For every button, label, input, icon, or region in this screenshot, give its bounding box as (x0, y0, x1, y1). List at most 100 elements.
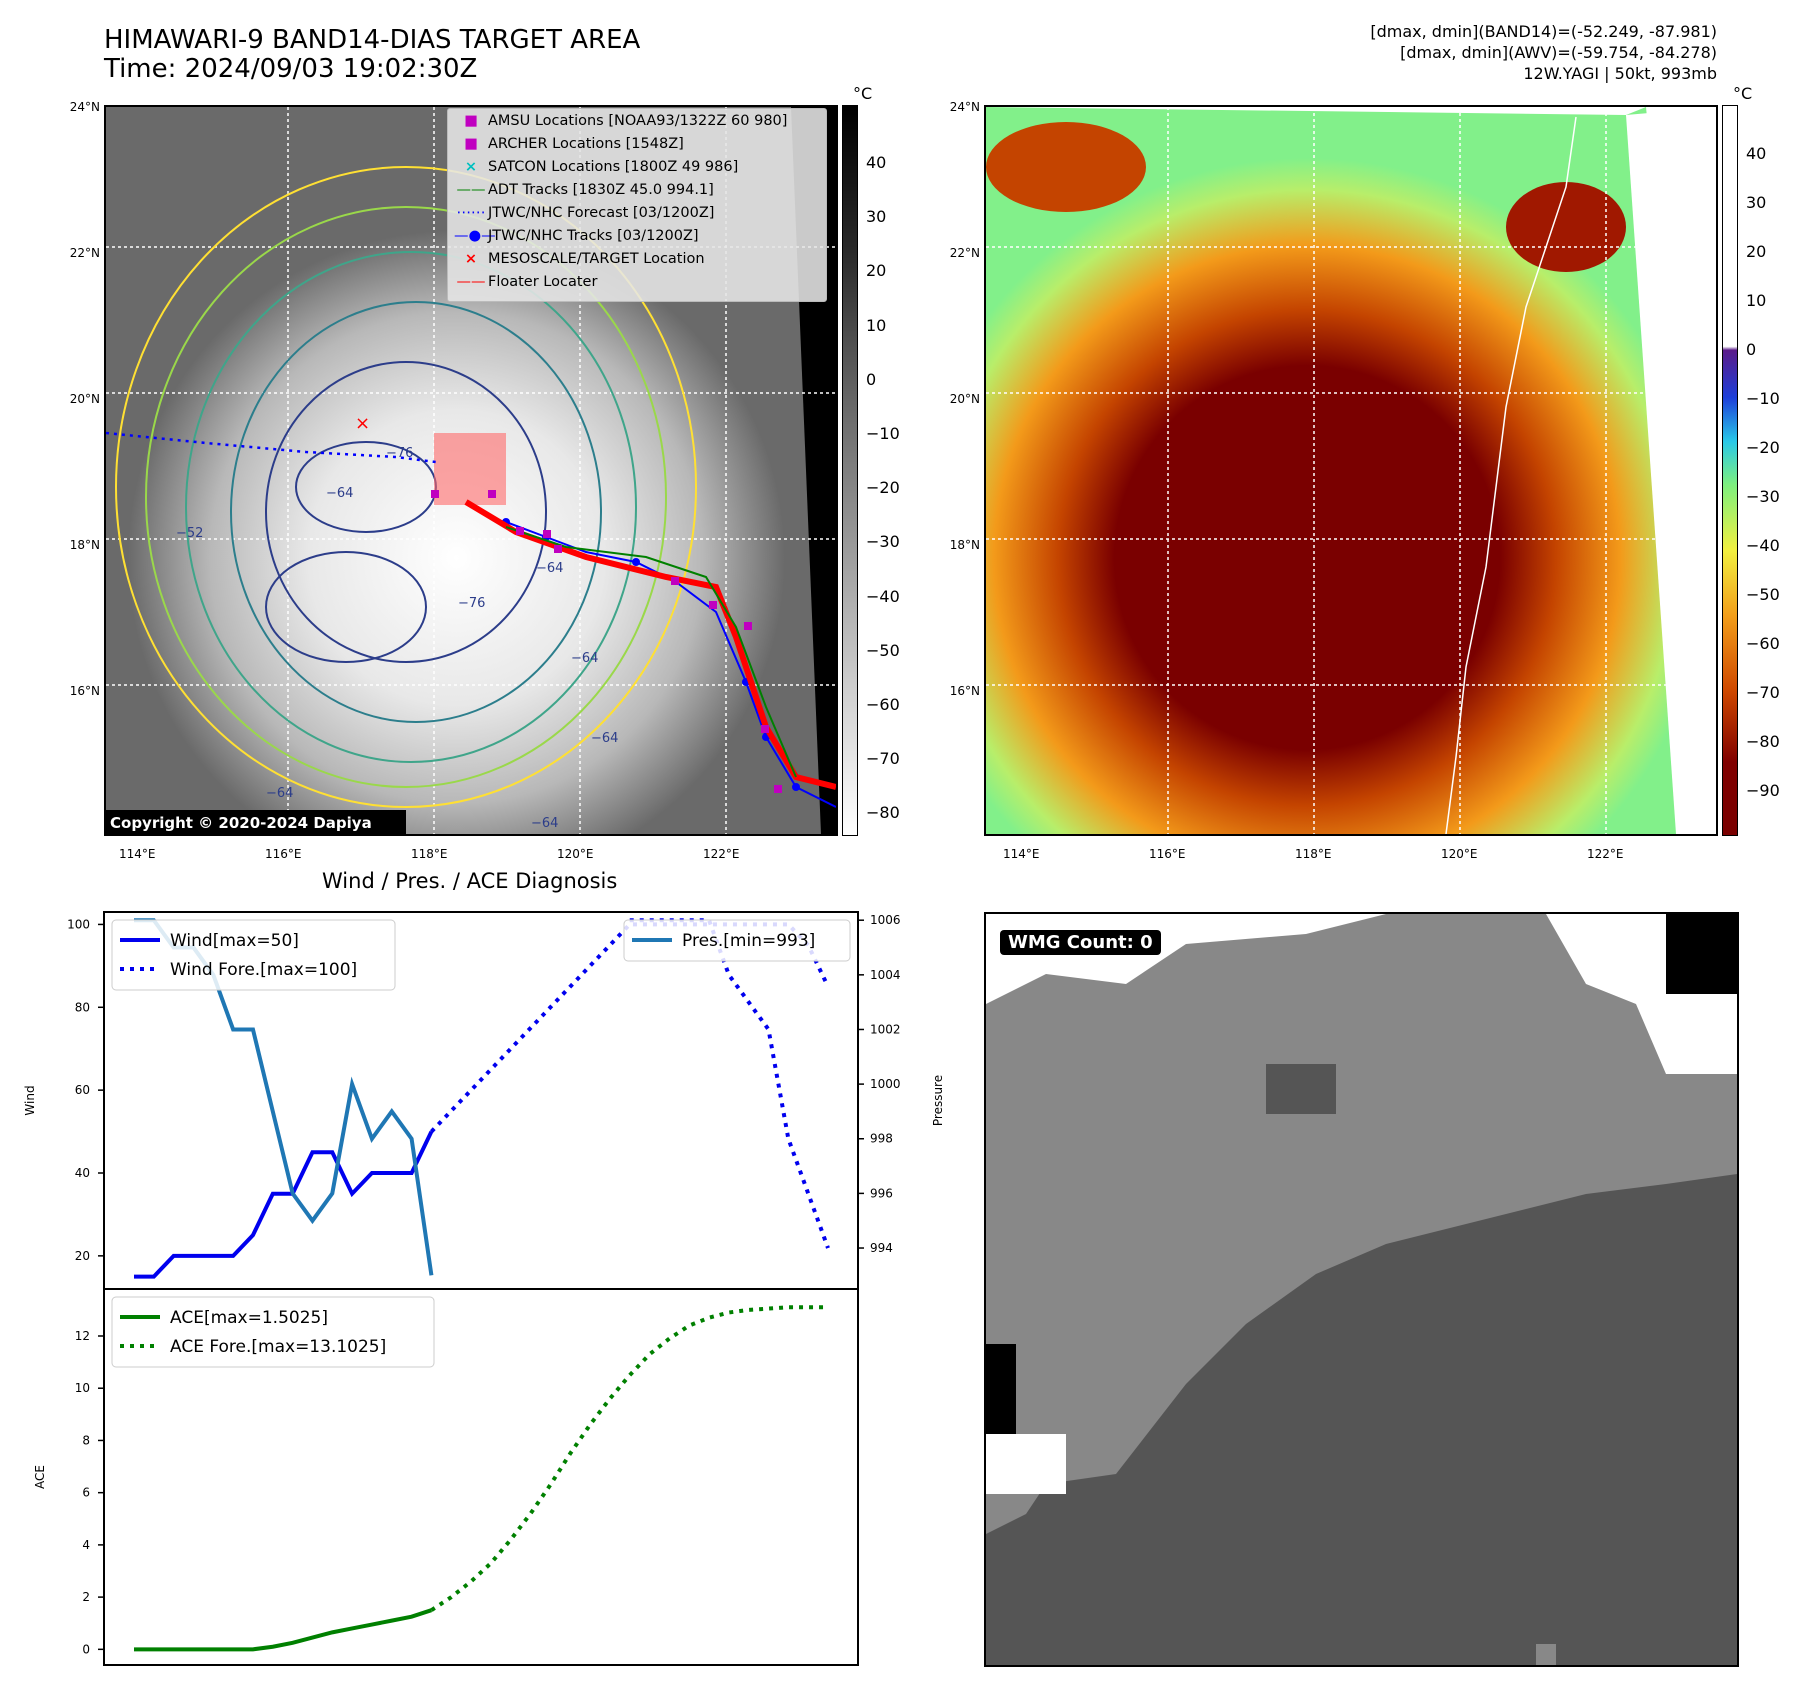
band14-range: [dmax, dmin](BAND14)=(-52.249, -87.981) (1370, 22, 1717, 41)
adt-track (505, 526, 797, 778)
lon-label: 116°E (265, 847, 302, 861)
legend-symbol-icon: —●— (454, 228, 496, 244)
lon-label: 116°E (1149, 847, 1186, 861)
target-location-marker: × (355, 413, 370, 434)
y-tick-label: 40 (75, 1166, 90, 1180)
y-axis-label: Wind (23, 1085, 37, 1115)
lat-label: 24°N (949, 100, 980, 114)
chart-legend (111, 919, 396, 991)
legend-item: × SATCON Locations [1800Z 49 986] (454, 159, 738, 175)
contour-label: −64 (266, 786, 293, 801)
ace-chart-frame (103, 1288, 859, 1666)
colorbar-tick-label: −30 (1746, 487, 1780, 506)
lat-label: 20°N (949, 392, 980, 406)
y-right-tick-label: 1000 (870, 1077, 901, 1091)
wmg-image (986, 914, 1737, 1665)
y-right-tick-label: 1004 (870, 968, 901, 982)
wmg-count-badge: WMG Count: 0 (1000, 930, 1161, 955)
colorbar-tick-label: −20 (866, 478, 900, 498)
y-tick-label: 12 (75, 1329, 90, 1343)
legend-label: JTWC/NHC Tracks [03/1200Z] (488, 228, 699, 244)
y-tick-label: 20 (75, 1249, 90, 1263)
awv-colorbar-unit: °C (1733, 84, 1753, 103)
chart-legend (111, 1296, 435, 1368)
contour-label: −64 (536, 561, 563, 576)
legend-symbol-icon: × (464, 251, 478, 267)
legend-label: Pres.[min=993] (682, 931, 815, 951)
colorbar-tick-label: −30 (866, 532, 900, 552)
series-line (134, 1130, 434, 1279)
colorbar-tick-label: 30 (866, 207, 887, 227)
ir-map-panel: −76 −64 −64 −64 −64 −76 −64 −52 −64 (104, 105, 838, 836)
awv-graticule (986, 107, 1716, 834)
awv-colorbar (1722, 105, 1738, 836)
ace-axis-label: ACE (33, 1465, 47, 1489)
colorbar-tick-label: −60 (1746, 634, 1780, 653)
y-tick-label: 10 (75, 1381, 90, 1395)
colorbar-tick-label: −20 (1746, 438, 1780, 457)
lon-label: 122°E (703, 847, 740, 861)
colorbar-tick-label: 10 (1746, 291, 1767, 310)
colorbar-tick-label: 30 (1746, 193, 1767, 212)
legend-item: —— Floater Locater (454, 274, 598, 290)
wmg-panel: WMG Count: 0 (984, 912, 1739, 1667)
y-right-tick-label: 994 (870, 1241, 893, 1255)
colorbar-tick-label: −70 (866, 749, 900, 769)
colorbar-tick-label: 0 (866, 369, 877, 389)
y-right-axis-label: Pressure (931, 1075, 945, 1126)
series-line (134, 1608, 433, 1652)
y-right-tick-label: 1002 (870, 1022, 901, 1036)
colorbar-tick-label: −50 (866, 640, 900, 660)
diagnosis-title: Wind / Pres. / ACE Diagnosis (322, 869, 618, 893)
legend-label: Floater Locater (488, 274, 598, 290)
ir-colorbar (842, 105, 858, 836)
y-right-tick-label: 998 (870, 1132, 893, 1146)
legend-label: ACE[max=1.5025] (170, 1308, 328, 1328)
contour-label: −52 (176, 526, 203, 541)
legend-label: MESOSCALE/TARGET Location (488, 251, 705, 267)
colorbar-tick-label: −90 (1746, 781, 1780, 800)
legend-label: ACE Fore.[max=13.1025] (170, 1337, 386, 1357)
colorbar-tick-label: −50 (1746, 585, 1780, 604)
y-tick-label: 0 (82, 1642, 90, 1656)
lat-label: 18°N (69, 538, 100, 552)
y-tick-label: 60 (75, 1083, 90, 1097)
legend-symbol-icon: ■ (464, 113, 478, 129)
diagnosis-charts: 20 40 60 80 100 994 996 998 1000 1002 1004 1006 Wind… (0, 900, 960, 1670)
y-tick-label: 8 (82, 1433, 90, 1447)
awv-range: [dmax, dmin](AWV)=(-59.754, -84.278) (1400, 43, 1717, 62)
lat-label: 22°N (949, 246, 980, 260)
colorbar-tick-label: 40 (1746, 144, 1767, 163)
colorbar-tick-label: −10 (1746, 389, 1780, 408)
legend-label: SATCON Locations [1800Z 49 986] (488, 159, 739, 175)
lon-label: 114°E (1003, 847, 1040, 861)
legend-symbol-icon: —— (456, 274, 486, 290)
timestamp: Time: 2024/09/03 19:02:30Z (104, 54, 478, 84)
colorbar-tick-label: −80 (866, 803, 900, 823)
contour-label: −64 (591, 731, 618, 746)
colorbar-tick-label: 20 (866, 261, 887, 281)
y-tick-label: 6 (82, 1486, 90, 1500)
colorbar-tick-label: 0 (1746, 340, 1757, 359)
lat-label: 24°N (69, 100, 100, 114)
legend-item: —●—JTWC/NHC Tracks [03/1200Z] (454, 228, 699, 244)
floater-track (464, 499, 836, 790)
lon-label: 114°E (119, 847, 156, 861)
contour-label: −76 (458, 596, 485, 611)
colorbar-tick-label: −40 (1746, 536, 1780, 555)
legend-label: AMSU Locations [NOAA93/1322Z 60 980] (488, 113, 788, 129)
legend-item: × MESOSCALE/TARGET Location (454, 251, 705, 267)
awv-map-panel (984, 105, 1718, 836)
colorbar-tick-label: −40 (866, 586, 900, 606)
chart-legend (623, 919, 851, 962)
lat-label: 16°N (949, 684, 980, 698)
colorbar-tick-label: 20 (1746, 242, 1767, 261)
jtwc-track (505, 521, 836, 808)
legend-label: JTWC/NHC Forecast [03/1200Z] (488, 205, 715, 221)
contour-label: −76 (386, 446, 413, 461)
legend-symbol-icon: ■ (464, 136, 478, 152)
y-tick-label: 100 (67, 917, 90, 931)
lon-label: 118°E (1295, 847, 1332, 861)
legend-symbol-icon: ⋯⋯ (456, 205, 486, 221)
jtwc-forecast-track (106, 431, 437, 464)
